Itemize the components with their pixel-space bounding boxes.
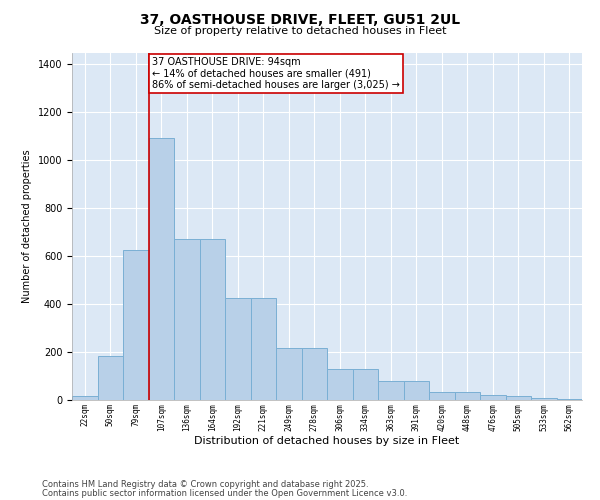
- Bar: [225, 298, 251, 400]
- Bar: [97, 356, 123, 400]
- Bar: [149, 138, 174, 400]
- Bar: [353, 369, 378, 400]
- Bar: [199, 240, 225, 400]
- Bar: [174, 240, 199, 400]
- Text: Contains public sector information licensed under the Open Government Licence v3: Contains public sector information licen…: [42, 488, 407, 498]
- Bar: [404, 381, 429, 400]
- Bar: [557, 399, 582, 400]
- Bar: [480, 395, 505, 400]
- Bar: [531, 398, 557, 400]
- Bar: [251, 298, 276, 400]
- Text: Contains HM Land Registry data © Crown copyright and database right 2025.: Contains HM Land Registry data © Crown c…: [42, 480, 368, 489]
- Bar: [276, 348, 302, 400]
- Text: 37, OASTHOUSE DRIVE, FLEET, GU51 2UL: 37, OASTHOUSE DRIVE, FLEET, GU51 2UL: [140, 12, 460, 26]
- Bar: [429, 392, 455, 400]
- Text: Size of property relative to detached houses in Fleet: Size of property relative to detached ho…: [154, 26, 446, 36]
- Bar: [72, 396, 97, 400]
- Bar: [123, 250, 149, 400]
- Bar: [455, 392, 480, 400]
- Bar: [505, 396, 531, 400]
- X-axis label: Distribution of detached houses by size in Fleet: Distribution of detached houses by size …: [194, 436, 460, 446]
- Bar: [378, 381, 404, 400]
- Y-axis label: Number of detached properties: Number of detached properties: [22, 150, 32, 303]
- Text: 37 OASTHOUSE DRIVE: 94sqm
← 14% of detached houses are smaller (491)
86% of semi: 37 OASTHOUSE DRIVE: 94sqm ← 14% of detac…: [152, 58, 400, 90]
- Bar: [327, 369, 353, 400]
- Bar: [302, 348, 327, 400]
